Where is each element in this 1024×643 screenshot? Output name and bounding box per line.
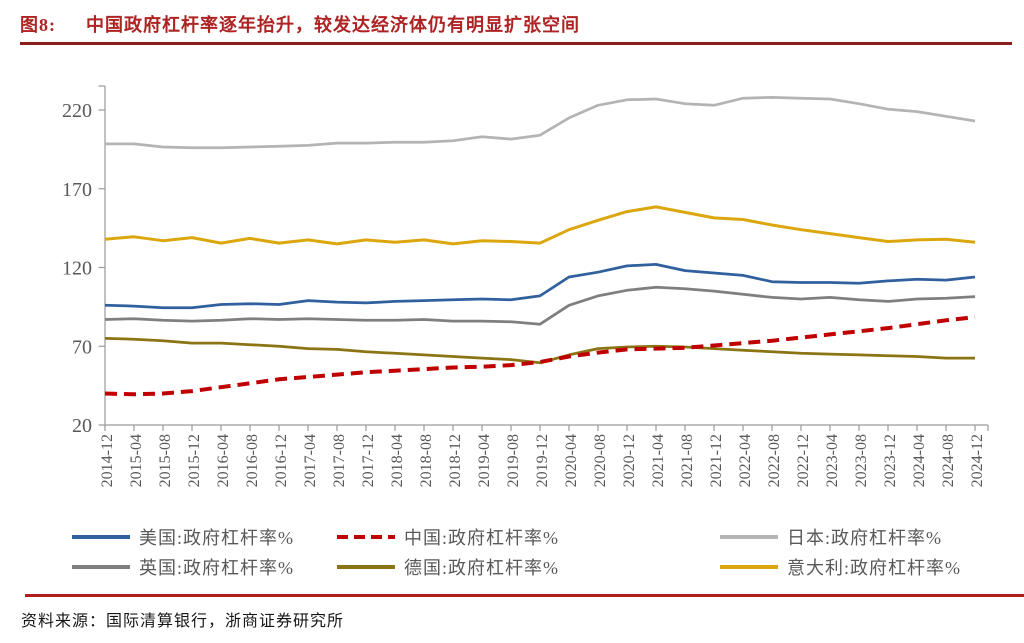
series-line [104,285,976,326]
legend-item: 英国:政府杠杆率% [72,556,294,578]
series-line [105,96,976,150]
legend-label: 英国:政府杠杆率% [139,558,294,578]
x-tick-label: 2020-12 [621,434,638,487]
series-line [104,337,975,365]
legend-label: 德国:政府杠杆率% [404,558,559,578]
y-tick-label: 20 [72,415,92,437]
legend-key-line [337,565,395,569]
axes [104,86,988,426]
x-tick-label: 2022-08 [766,434,783,487]
x-tick-label: 2024-12 [969,434,986,487]
legend-item: 美国:政府杠杆率% [72,526,294,548]
x-tick-label: 2015-04 [128,434,145,487]
x-tick-label: 2023-08 [853,434,870,487]
x-tick-label: 2019-08 [505,434,522,487]
x-tick-label: 2022-04 [737,434,754,487]
legend-key-line [72,535,130,539]
x-tick-label: 2020-08 [592,434,609,487]
figure-label: 图8: [20,15,56,35]
figure-header: 图8: 中国政府杠杆率逐年抬升，较发达经济体仍有明显扩张空间 [20,11,580,37]
x-tick-label: 2021-04 [650,434,667,487]
x-tick-label: 2023-12 [882,434,899,487]
x-tick-label: 2015-08 [157,434,174,487]
x-tick-label: 2018-08 [418,434,435,487]
x-tick-label: 2019-04 [476,434,493,487]
legend-label: 中国:政府杠杆率% [404,528,559,548]
x-tick-label: 2021-12 [708,434,725,487]
legend-item: 中国:政府杠杆率% [337,526,559,548]
legend-item: 德国:政府杠杆率% [337,556,559,578]
x-tick-label: 2016-04 [215,434,232,487]
footer-divider [25,594,1024,597]
x-tick-label: 2023-04 [824,434,841,487]
legend-key-line [720,565,778,569]
legend-key-line [337,534,395,540]
series-line [104,205,976,246]
x-tick-label: 2024-08 [940,434,957,487]
x-tick-label: 2016-12 [273,434,290,487]
series-line [104,263,976,310]
legend-item: 意大利:政府杠杆率% [720,556,961,578]
y-tick-label: 70 [72,336,92,358]
x-tick-label: 2017-04 [302,434,319,487]
line-chart: 20 70 120 170 220 2014-12 2015-04 2015-08 2015-1… [62,85,989,487]
x-tick-label: 2024-04 [911,434,928,487]
legend-item: 日本:政府杠杆率% [720,526,942,548]
x-tick-label: 2018-12 [447,434,464,487]
legend-label: 日本:政府杠杆率% [787,528,942,548]
x-tick-label: 2020-04 [563,434,580,487]
legend-label: 美国:政府杠杆率% [139,528,294,548]
x-tick-label: 2018-04 [389,434,406,487]
x-tick-label: 2017-12 [360,434,377,487]
x-tick-label: 2017-08 [331,434,348,487]
legend-label: 意大利:政府杠杆率% [787,558,961,578]
x-tick-label: 2021-08 [679,434,696,487]
y-tick-label: 170 [62,179,92,201]
y-tick-label: 120 [62,258,92,280]
x-tick-label: 2014-12 [99,434,116,487]
source-text: 资料来源：国际清算银行，浙商证券研究所 [21,613,345,630]
x-tick-label: 2016-08 [244,434,261,487]
x-tick-label: 2015-12 [186,434,203,487]
legend-key-line [72,565,130,569]
x-tick-label: 2022-12 [795,434,812,487]
x-tick-label: 2019-12 [534,434,551,487]
y-tick-label: 220 [62,100,92,122]
figure-title: 中国政府杠杆率逐年抬升，较发达经济体仍有明显扩张空间 [86,15,580,35]
series-line [104,315,976,397]
legend-key-line [720,535,778,539]
header-divider [20,42,1012,45]
